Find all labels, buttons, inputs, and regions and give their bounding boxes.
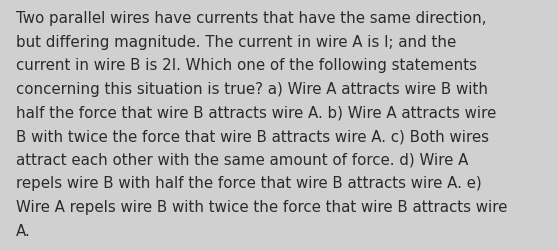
- Text: half the force that wire B attracts wire A. b) Wire A attracts wire: half the force that wire B attracts wire…: [16, 105, 496, 120]
- Text: concerning this situation is true? a) Wire A attracts wire B with: concerning this situation is true? a) Wi…: [16, 82, 488, 97]
- Text: B with twice the force that wire B attracts wire A. c) Both wires: B with twice the force that wire B attra…: [16, 129, 489, 144]
- Text: repels wire B with half the force that wire B attracts wire A. e): repels wire B with half the force that w…: [16, 176, 482, 191]
- Text: current in wire B is 2I. Which one of the following statements: current in wire B is 2I. Which one of th…: [16, 58, 477, 73]
- Text: A.: A.: [16, 223, 30, 238]
- Text: but differing magnitude. The current in wire A is I; and the: but differing magnitude. The current in …: [16, 35, 456, 50]
- Text: attract each other with the same amount of force. d) Wire A: attract each other with the same amount …: [16, 152, 468, 167]
- Text: Wire A repels wire B with twice the force that wire B attracts wire: Wire A repels wire B with twice the forc…: [16, 199, 507, 214]
- Text: Two parallel wires have currents that have the same direction,: Two parallel wires have currents that ha…: [16, 11, 486, 26]
